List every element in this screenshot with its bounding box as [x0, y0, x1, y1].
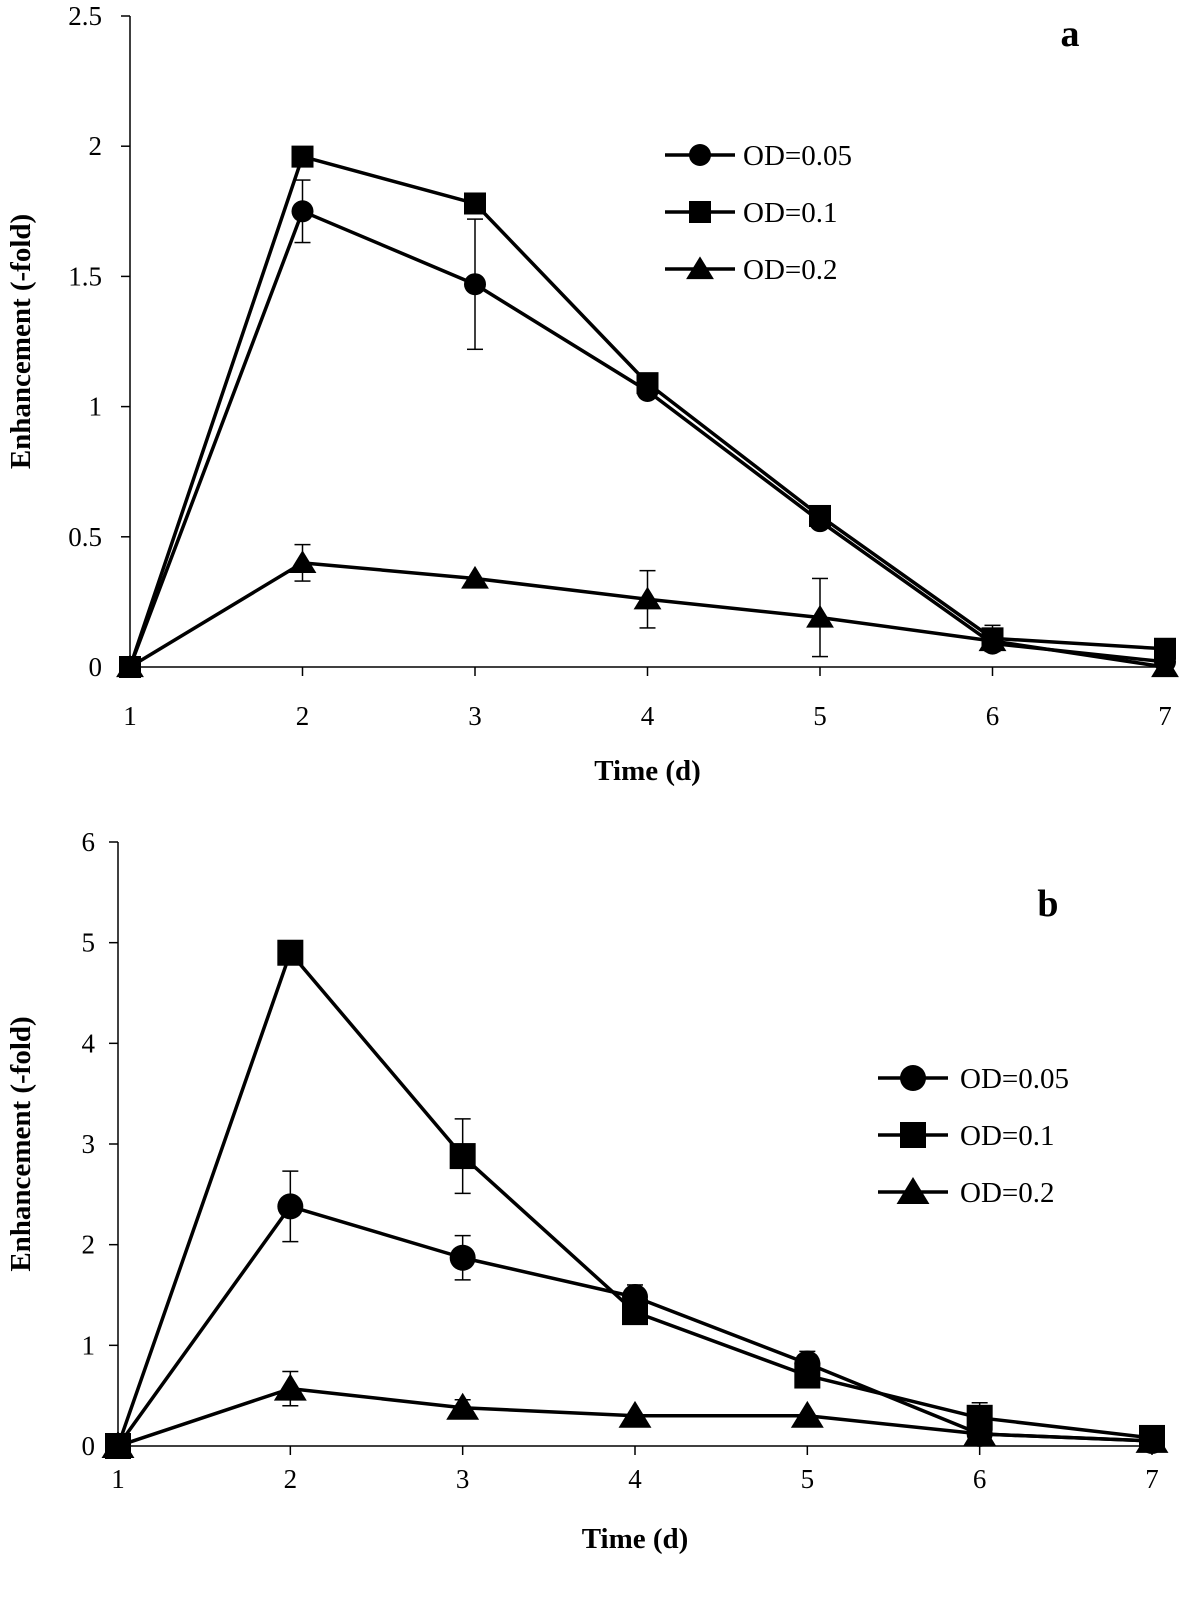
data-point-triangle [273, 1373, 307, 1401]
legend-label: OD=0.2 [960, 1177, 1055, 1209]
legend-label: OD=0.05 [743, 140, 852, 172]
data-point-triangle [806, 604, 834, 628]
x-tick-label: 2 [296, 701, 310, 731]
data-point-square [794, 1362, 821, 1389]
legend-label: OD=0.1 [960, 1120, 1055, 1152]
y-tick-label: 3 [82, 1129, 96, 1159]
x-tick-label: 6 [986, 701, 1000, 731]
data-point-triangle [963, 1418, 997, 1446]
x-tick-label: 1 [111, 1464, 125, 1494]
y-tick-label: 0 [82, 1431, 96, 1461]
x-tick-label: 7 [1145, 1464, 1159, 1494]
x-tick-label: 1 [123, 701, 137, 731]
y-tick-label: 0 [89, 652, 103, 682]
x-tick-label: 3 [456, 1464, 470, 1494]
data-point-square [809, 504, 831, 527]
data-point-circle [464, 273, 486, 296]
x-axis-title: Time (d) [594, 755, 701, 787]
legend-marker-square [900, 1122, 926, 1148]
data-point-triangle [633, 586, 662, 610]
legend-marker-circle [689, 144, 711, 166]
data-point-triangle [790, 1400, 824, 1428]
legend-label: OD=0.05 [960, 1063, 1069, 1095]
y-tick-label: 4 [82, 1028, 96, 1058]
legend-marker-square [689, 201, 711, 223]
x-tick-label: 5 [801, 1464, 815, 1494]
data-point-triangle [1135, 1426, 1169, 1453]
data-point-square [1154, 637, 1176, 660]
x-tick-label: 7 [1158, 701, 1172, 731]
y-tick-label: 0.5 [68, 522, 102, 552]
legend: OD=0.05 OD=0.1 OD=0.2 [878, 1063, 1069, 1209]
data-point-triangle [1151, 654, 1179, 678]
x-tick-label: 5 [813, 701, 827, 731]
data-point-square [277, 939, 304, 966]
data-point-triangle [116, 654, 144, 678]
data-point-square [449, 1143, 476, 1170]
data-point-triangle [461, 565, 489, 589]
y-tick-label: 1 [82, 1330, 96, 1360]
data-point-square [622, 1299, 648, 1326]
y-tick-label: 2 [89, 131, 103, 161]
legend-label: OD=0.2 [743, 254, 838, 286]
x-tick-label: 4 [641, 701, 655, 731]
panel-label: a [1061, 13, 1080, 55]
x-tick-label: 2 [284, 1464, 298, 1494]
legend-marker-triangle [686, 256, 714, 280]
x-axis-title: Time (d) [582, 1523, 689, 1555]
legend-marker-circle [900, 1065, 926, 1091]
data-point-triangle [288, 550, 317, 573]
data-point-circle [291, 200, 314, 223]
y-tick-label: 6 [82, 827, 96, 857]
panel-label: b [1037, 883, 1058, 925]
data-point-triangle [101, 1431, 135, 1458]
data-point-triangle [446, 1392, 480, 1420]
y-tick-label: 1.5 [68, 261, 102, 291]
data-point-circle [277, 1193, 304, 1220]
data-point-triangle [618, 1400, 652, 1428]
legend: OD=0.05 OD=0.1 OD=0.2 [665, 140, 852, 286]
y-tick-label: 2.5 [68, 1, 102, 31]
x-tick-label: 3 [468, 701, 482, 731]
data-point-square [636, 372, 659, 395]
y-tick-label: 5 [82, 928, 96, 958]
y-tick-label: 2 [82, 1230, 96, 1260]
x-tick-label: 4 [628, 1464, 642, 1494]
y-tick-label: 1 [89, 392, 103, 422]
data-point-triangle [978, 628, 1007, 652]
data-point-circle [449, 1244, 476, 1271]
data-point-square [464, 192, 486, 215]
x-tick-label: 6 [973, 1464, 987, 1494]
chart-panel-a: 0 0.5 1 1.5 2 2.5 1 2 3 4 5 6 7 Time (d) Enhancement (… [5, 1, 1179, 787]
legend-label: OD=0.1 [743, 197, 838, 229]
y-axis-title: Enhancement (-fold) [5, 214, 37, 469]
y-axis-title: Enhancement (-fold) [5, 1016, 37, 1271]
legend-marker-triangle [896, 1177, 930, 1204]
data-point-square [291, 145, 314, 168]
